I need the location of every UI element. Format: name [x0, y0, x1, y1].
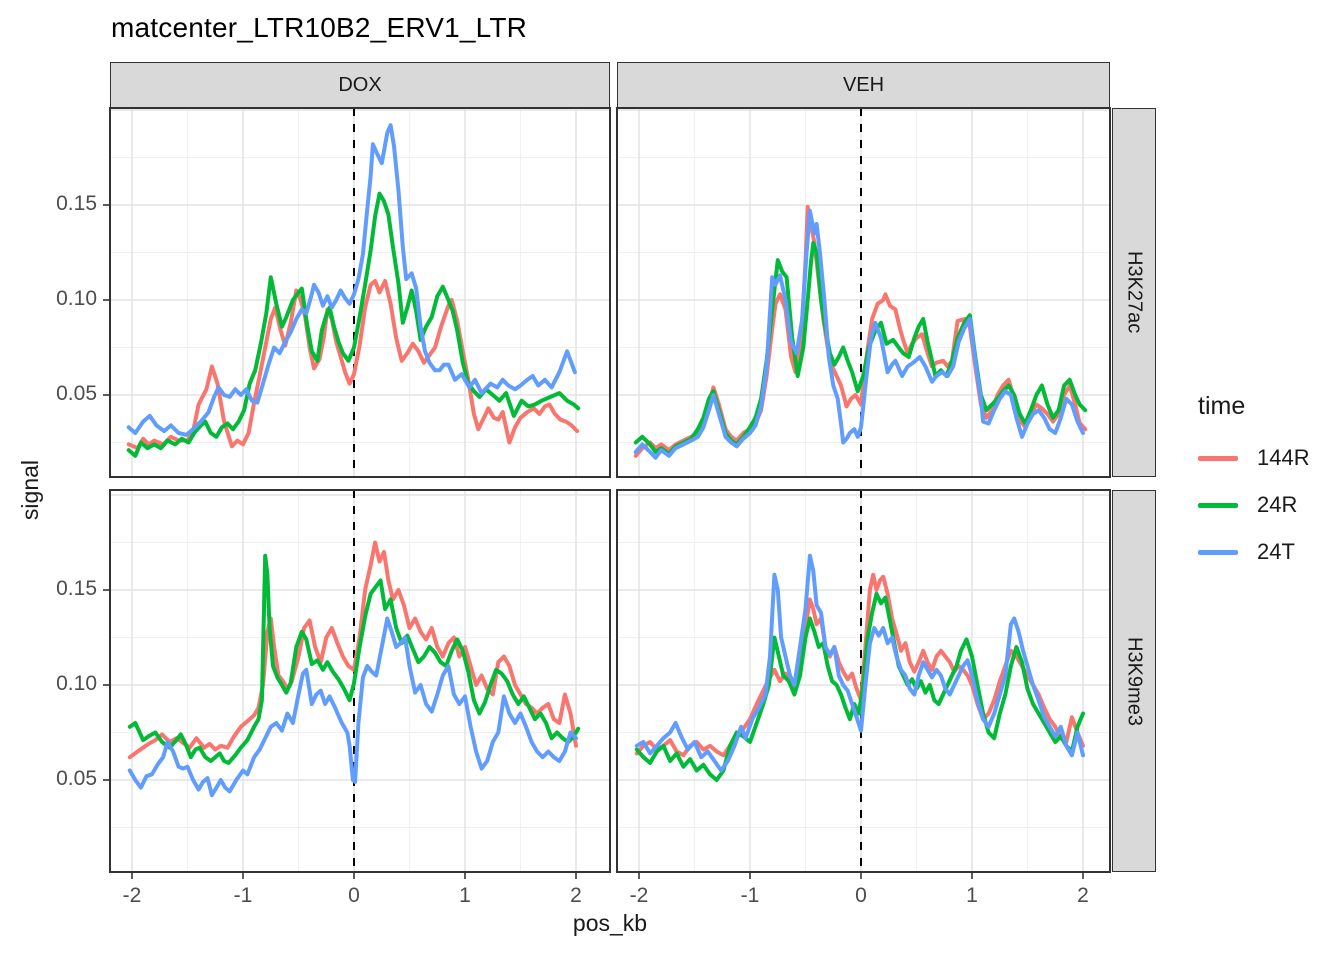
series-line-144R	[126, 279, 580, 451]
panel-border	[109, 107, 611, 478]
legend-title: time	[1198, 392, 1246, 420]
x-tick-label: -2	[629, 884, 649, 907]
legend: time 144R 24R 24T	[1185, 392, 1343, 584]
x-tick-label: 0	[855, 884, 867, 907]
y-axis-title: signal	[17, 459, 43, 521]
facet-panel-DOX-H3K27ac	[109, 107, 611, 478]
series-line-24T	[633, 208, 1085, 460]
facet-strip-veh: VEH	[617, 62, 1110, 108]
legend-key-line-icon	[1198, 549, 1238, 555]
plot-title: matcenter_LTR10B2_ERV1_LTR	[111, 12, 528, 43]
facet-panel-VEH-H3K27ac	[616, 107, 1111, 478]
x-tick-label: -1	[233, 884, 253, 907]
y-tick-label: 0.05	[56, 382, 97, 405]
legend-entry-label: 144R	[1257, 445, 1310, 470]
x-axis-title: pos_kb	[572, 910, 648, 936]
facet-strip-h3k9me3-label: H3K9me3	[1123, 636, 1146, 726]
legend-entry-label: 24R	[1257, 492, 1298, 517]
panel-border	[616, 107, 1111, 478]
facet-panel-VEH-H3K9me3	[616, 489, 1111, 873]
series-line-24T	[126, 123, 577, 437]
facet-strip-dox-label: DOX	[338, 73, 382, 96]
legend-entry-24T: 24T	[1198, 537, 1343, 567]
x-tick-label: 1	[966, 884, 978, 907]
y-tick-label: 0.05	[56, 767, 97, 790]
facet-strip-h3k27ac-label: H3K27ac	[1123, 251, 1146, 334]
x-tick-label: -2	[122, 884, 142, 907]
panel-border	[616, 489, 1111, 873]
facet-strip-veh-label: VEH	[842, 73, 885, 96]
legend-entry-144R: 144R	[1198, 443, 1343, 473]
x-tick-label: 2	[570, 884, 582, 907]
x-tick-label: 2	[1077, 884, 1089, 907]
y-tick-label: 0.15	[56, 577, 97, 600]
x-tick-label: 1	[459, 884, 471, 907]
y-tick-label: 0.15	[56, 192, 97, 215]
legend-key-line-icon	[1198, 455, 1238, 461]
legend-entry-24R: 24R	[1198, 490, 1343, 520]
facet-strip-h3k27ac: H3K27ac	[1112, 108, 1156, 477]
facet-strip-h3k9me3: H3K9me3	[1112, 490, 1156, 872]
panel-border	[109, 489, 611, 873]
panel-background	[110, 108, 610, 477]
y-tick-label: 0.10	[56, 287, 97, 310]
x-tick-label: 0	[348, 884, 360, 907]
legend-entry-label: 24T	[1257, 539, 1295, 564]
series-line-24R	[127, 553, 581, 765]
x-tick-label: -1	[740, 884, 760, 907]
legend-key-line-icon	[1198, 502, 1238, 508]
series-line-24T	[634, 553, 1085, 773]
panel-background	[110, 490, 610, 872]
y-tick-label: 0.10	[56, 672, 97, 695]
facet-panel-DOX-H3K9me3	[109, 489, 611, 873]
series-line-24T	[127, 616, 578, 798]
series-line-24R	[634, 591, 1085, 782]
facet-strip-dox: DOX	[110, 62, 610, 108]
